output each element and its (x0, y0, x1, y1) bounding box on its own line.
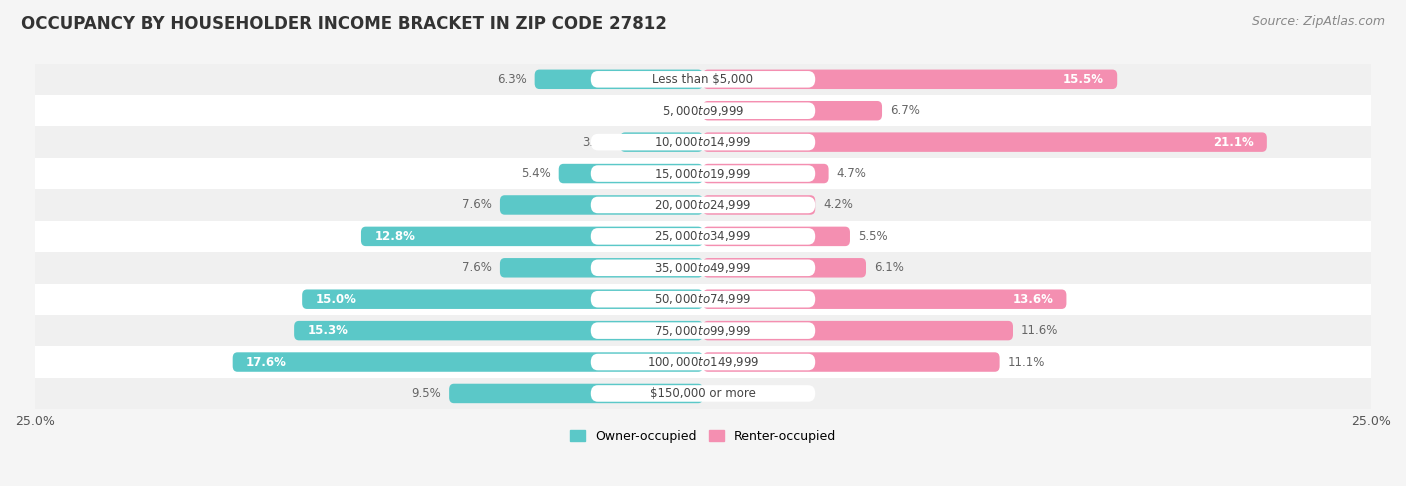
Text: 11.1%: 11.1% (1008, 356, 1045, 368)
Text: $50,000 to $74,999: $50,000 to $74,999 (654, 292, 752, 306)
Bar (35, 221, 1371, 252)
Bar (35, 315, 1371, 347)
FancyBboxPatch shape (294, 321, 703, 340)
Text: 9.5%: 9.5% (412, 387, 441, 400)
Bar (35, 252, 1371, 283)
Text: OCCUPANCY BY HOUSEHOLDER INCOME BRACKET IN ZIP CODE 27812: OCCUPANCY BY HOUSEHOLDER INCOME BRACKET … (21, 15, 666, 33)
Text: 7.6%: 7.6% (463, 198, 492, 211)
Legend: Owner-occupied, Renter-occupied: Owner-occupied, Renter-occupied (565, 425, 841, 448)
Text: 3.1%: 3.1% (582, 136, 612, 149)
Text: 15.3%: 15.3% (308, 324, 349, 337)
FancyBboxPatch shape (703, 164, 828, 183)
Text: $10,000 to $14,999: $10,000 to $14,999 (654, 135, 752, 149)
Bar (35, 347, 1371, 378)
FancyBboxPatch shape (558, 164, 703, 183)
Text: 15.5%: 15.5% (1063, 73, 1104, 86)
FancyBboxPatch shape (703, 352, 1000, 372)
Text: $15,000 to $19,999: $15,000 to $19,999 (654, 167, 752, 181)
FancyBboxPatch shape (591, 165, 815, 182)
Bar (35, 378, 1371, 409)
FancyBboxPatch shape (591, 71, 815, 87)
Text: Source: ZipAtlas.com: Source: ZipAtlas.com (1251, 15, 1385, 28)
FancyBboxPatch shape (703, 321, 1012, 340)
FancyBboxPatch shape (449, 384, 703, 403)
Bar (35, 283, 1371, 315)
Text: 15.0%: 15.0% (315, 293, 356, 306)
Text: $75,000 to $99,999: $75,000 to $99,999 (654, 324, 752, 338)
Text: $35,000 to $49,999: $35,000 to $49,999 (654, 261, 752, 275)
FancyBboxPatch shape (703, 258, 866, 278)
FancyBboxPatch shape (703, 132, 1267, 152)
Text: 0.0%: 0.0% (665, 104, 695, 117)
Text: $150,000 or more: $150,000 or more (650, 387, 756, 400)
Bar (35, 64, 1371, 95)
Text: 4.2%: 4.2% (824, 198, 853, 211)
Text: 4.7%: 4.7% (837, 167, 866, 180)
Text: 13.6%: 13.6% (1012, 293, 1053, 306)
Text: 6.1%: 6.1% (875, 261, 904, 274)
Text: $20,000 to $24,999: $20,000 to $24,999 (654, 198, 752, 212)
Text: 6.7%: 6.7% (890, 104, 920, 117)
Text: 5.5%: 5.5% (858, 230, 887, 243)
Text: Less than $5,000: Less than $5,000 (652, 73, 754, 86)
FancyBboxPatch shape (620, 132, 703, 152)
Text: 7.6%: 7.6% (463, 261, 492, 274)
Bar (35, 126, 1371, 158)
FancyBboxPatch shape (302, 290, 703, 309)
FancyBboxPatch shape (703, 195, 815, 215)
FancyBboxPatch shape (703, 290, 1066, 309)
Text: 17.6%: 17.6% (246, 356, 287, 368)
FancyBboxPatch shape (591, 103, 815, 119)
Text: 12.8%: 12.8% (374, 230, 415, 243)
FancyBboxPatch shape (703, 226, 851, 246)
FancyBboxPatch shape (361, 226, 703, 246)
FancyBboxPatch shape (591, 197, 815, 213)
Bar (35, 189, 1371, 221)
Text: 5.4%: 5.4% (522, 167, 551, 180)
FancyBboxPatch shape (591, 228, 815, 244)
FancyBboxPatch shape (591, 354, 815, 370)
FancyBboxPatch shape (703, 101, 882, 121)
FancyBboxPatch shape (591, 291, 815, 308)
FancyBboxPatch shape (232, 352, 703, 372)
FancyBboxPatch shape (591, 134, 815, 150)
FancyBboxPatch shape (591, 260, 815, 276)
FancyBboxPatch shape (591, 322, 815, 339)
FancyBboxPatch shape (591, 385, 815, 402)
Text: $100,000 to $149,999: $100,000 to $149,999 (647, 355, 759, 369)
Bar (35, 158, 1371, 189)
Text: 21.1%: 21.1% (1213, 136, 1254, 149)
Bar (35, 95, 1371, 126)
FancyBboxPatch shape (501, 195, 703, 215)
Text: $5,000 to $9,999: $5,000 to $9,999 (662, 104, 744, 118)
FancyBboxPatch shape (703, 69, 1118, 89)
FancyBboxPatch shape (501, 258, 703, 278)
FancyBboxPatch shape (534, 69, 703, 89)
Text: 6.3%: 6.3% (496, 73, 527, 86)
Text: $25,000 to $34,999: $25,000 to $34,999 (654, 229, 752, 243)
Text: 11.6%: 11.6% (1021, 324, 1059, 337)
Text: 0.0%: 0.0% (711, 387, 741, 400)
